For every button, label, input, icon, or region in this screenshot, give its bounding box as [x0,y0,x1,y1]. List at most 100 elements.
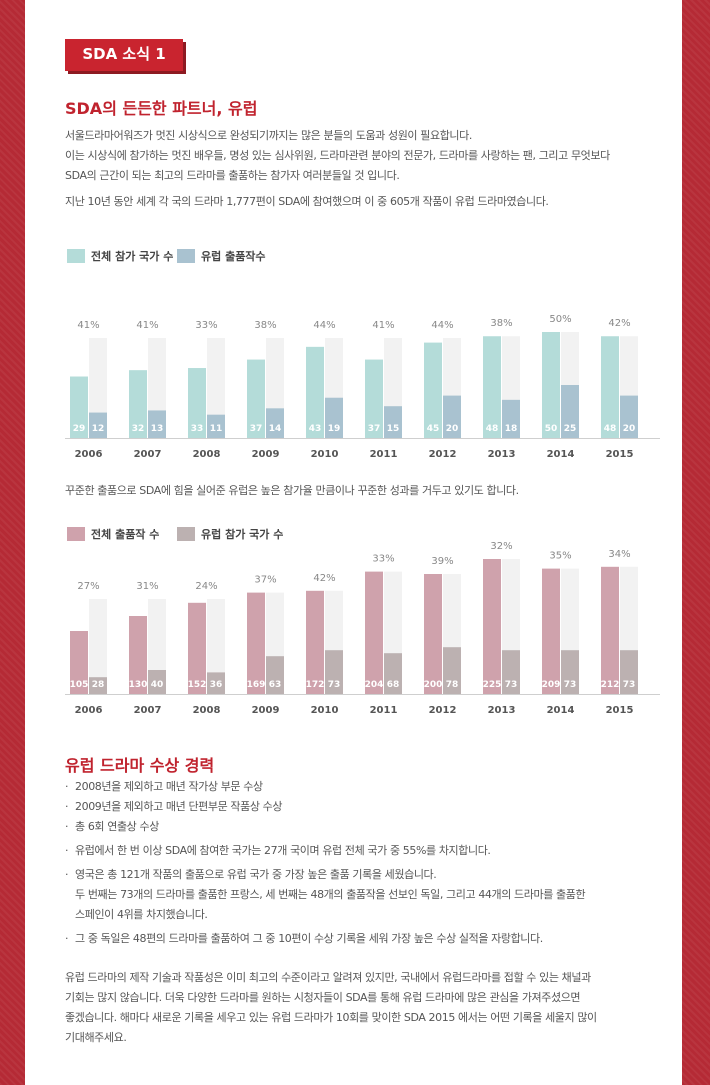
percent-label: 37% [254,575,276,586]
bar-europe [325,397,343,438]
legend-item: 유럽 출품작수 [177,248,266,264]
bar-total [542,568,560,694]
article-page: SDA 소식 1 SDA의 든든한 파트너, 유럽 서울드라마어워즈가 멋진 시… [25,0,682,1085]
bar-europe [207,414,225,438]
bar-total [129,616,147,694]
data-label: 68 [387,680,400,690]
data-label: 48 [604,424,617,434]
tick-label: 2009 [252,705,280,716]
list-item: 2009년을 제외하고 매년 단편부문 작품상 수상 [65,797,675,817]
data-label: 43 [309,424,322,434]
bar-track [207,338,225,438]
list-item: 그 중 독일은 48편의 드라마를 출품하여 그 중 10편이 수상 기록을 세… [65,929,675,949]
bar-europe [384,653,402,694]
data-label: 14 [269,424,282,434]
data-label: 204 [365,680,384,690]
closing-paragraph: 유럽 드라마의 제작 기술과 작품성은 이미 최고의 수준이라고 알려져 있지만… [65,968,675,1048]
data-label: 18 [505,424,518,434]
bar-europe [266,408,284,438]
tick-label: 2014 [547,449,575,460]
data-label: 36 [210,680,223,690]
percent-label: 44% [313,320,335,331]
bar-europe [561,650,579,694]
bar-total [70,631,88,694]
tick-label: 2013 [488,449,516,460]
bar-total [306,346,324,438]
legend-label: 유럽 참가 국가 수 [201,528,284,541]
summary-text: 지난 10년 동안 세계 각 국의 드라마 1,777편이 SDA에 참여했으며… [65,195,549,208]
bar-total [247,592,265,694]
section-tag: SDA 소식 1 [65,39,183,71]
bar-europe [325,650,343,694]
chart-submissions: 전체 출품작 수 유럽 참가 국가 수 27% 105 28 2006 31% 130 40… [65,526,675,716]
percent-label: 41% [372,320,394,331]
data-label: 73 [328,680,341,690]
data-label: 48 [486,424,499,434]
percent-label: 32% [490,541,512,552]
data-label: 25 [564,424,577,434]
bar-total [247,359,265,438]
legend-swatch [177,249,195,263]
bar-total [424,574,442,694]
percent-label: 41% [136,320,158,331]
intro-line: SDA의 근간이 되는 최고의 드라마를 출품하는 참가자 여러분들일 것 입니… [65,169,400,182]
data-label: 40 [151,680,164,690]
bar-europe [148,670,166,694]
bar-total [601,336,619,438]
bar-europe [620,650,638,694]
percent-label: 50% [549,314,571,325]
bar-track [89,599,107,694]
bar-total [365,359,383,438]
legend-swatch [177,527,195,541]
closing-line: 좋겠습니다. 해마다 새로운 기록을 세우고 있는 유럽 드라마가 10회를 맞… [65,1011,597,1024]
percent-label: 33% [372,554,394,565]
awards-list: 2008년을 제외하고 매년 작가상 부문 수상 2009년을 제외하고 매년 … [65,777,675,949]
bar-total [483,559,501,694]
data-label: 33 [191,424,204,434]
bar-europe [502,399,520,438]
percent-label: 38% [254,320,276,331]
percent-label: 27% [77,581,99,592]
percent-label: 44% [431,320,453,331]
data-label: 78 [446,680,459,690]
data-label: 29 [73,424,86,434]
bar-total [365,571,383,694]
data-label: 37 [368,424,381,434]
section2-title: 유럽 드라마 수상 경력 [65,756,215,775]
percent-label: 39% [431,556,453,567]
data-label: 37 [250,424,263,434]
data-label: 130 [129,680,148,690]
bar-europe [89,677,107,694]
data-label: 45 [427,424,440,434]
between-charts-text: 꾸준한 출품으로 SDA에 힘을 실어준 유럽은 높은 참가율 만큼이나 꾸준한… [65,484,519,497]
data-label: 209 [542,680,561,690]
bar-total [70,376,88,438]
bar-total [601,566,619,694]
data-label: 50 [545,424,558,434]
tick-label: 2011 [370,705,398,716]
bar-total [306,590,324,694]
legend-item: 유럽 참가 국가 수 [177,526,283,542]
list-item: 총 6회 연출상 수상 [65,817,675,837]
percent-label: 42% [313,573,335,584]
intro-line: 서울드라마어워즈가 멋진 시상식으로 완성되기까지는 많은 분들의 도움과 성원… [65,129,472,142]
list-item: 2008년을 제외하고 매년 작가상 부문 수상 [65,777,675,797]
list-item: 유럽에서 한 번 이상 SDA에 참여한 국가는 27개 국이며 유럽 전체 국… [65,841,675,861]
data-label: 28 [92,680,105,690]
data-label: 212 [601,680,620,690]
data-label: 172 [306,680,325,690]
legend-swatch [67,249,85,263]
bar-track [207,599,225,694]
bar-europe [266,656,284,694]
tick-label: 2010 [311,705,339,716]
legend-label: 전체 참가 국가 수 [91,250,174,263]
bar-total [188,602,206,694]
bar-total [188,368,206,438]
tick-label: 2010 [311,449,339,460]
bar-europe [620,395,638,438]
data-label: 152 [188,680,207,690]
legend-item: 전체 출품작 수 [67,526,159,542]
data-label: 200 [424,680,443,690]
bar-europe [443,395,461,438]
legend-label: 전체 출품작 수 [91,528,160,541]
